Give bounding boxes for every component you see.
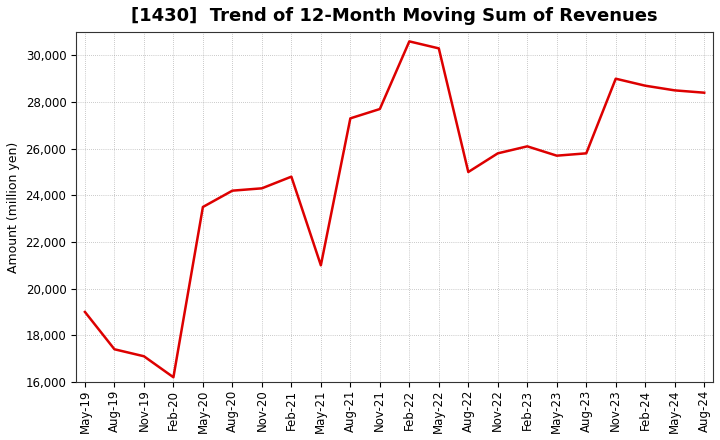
Y-axis label: Amount (million yen): Amount (million yen) — [7, 141, 20, 273]
Title: [1430]  Trend of 12-Month Moving Sum of Revenues: [1430] Trend of 12-Month Moving Sum of R… — [131, 7, 658, 25]
